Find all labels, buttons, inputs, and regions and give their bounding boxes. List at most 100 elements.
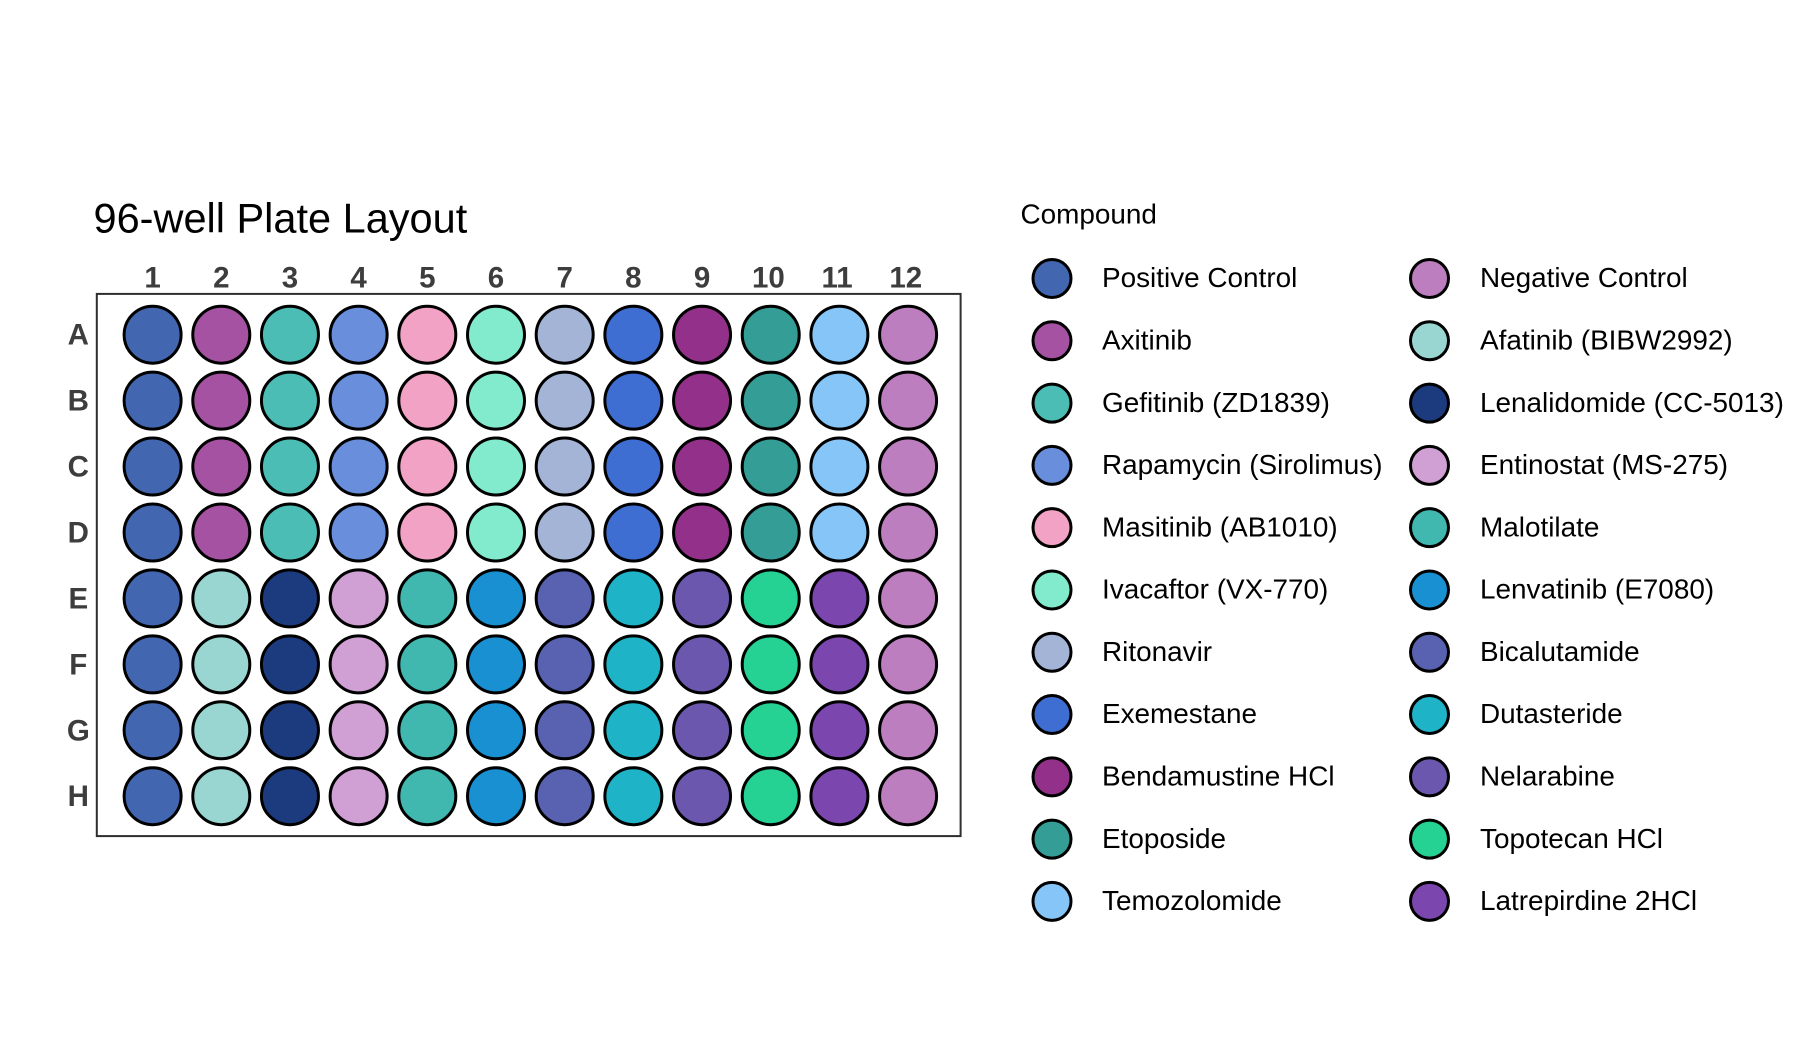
row-label-F: F [69,648,87,681]
well-D3 [259,502,320,563]
legend-swatch-bendamustine [1031,756,1073,798]
legend-label-masitinib: Masitinib (AB1010) [1102,511,1338,542]
legend-label-ritonavir: Ritonavir [1102,636,1212,667]
legend-label-axitinib: Axitinib [1102,324,1192,355]
well-H8 [603,766,664,827]
plate-frame [95,292,962,838]
well-E1 [122,568,183,629]
legend-label-gefitinib: Gefitinib (ZD1839) [1102,387,1330,418]
column-label-7: 7 [556,262,572,295]
legend-label-ivacaftor: Ivacaftor (VX-770) [1102,574,1328,605]
well-B5 [397,370,458,431]
legend-swatch-positive_control [1031,258,1073,299]
chart-title: 96-well Plate Layout [94,195,468,242]
well-H10 [740,766,801,827]
column-label-8: 8 [625,262,641,295]
legend-swatch-axitinib [1031,320,1073,362]
legend-label-bicalutamide: Bicalutamide [1480,636,1640,667]
well-C5 [397,436,458,497]
well-A9 [672,304,733,365]
well-E12 [878,568,939,629]
well-E6 [466,568,526,629]
well-F1 [122,634,183,695]
legend-label-dutasteride: Dutasteride [1480,698,1623,729]
well-H12 [878,766,939,827]
legend-label-positive_control: Positive Control [1102,262,1297,293]
column-label-6: 6 [488,262,504,295]
row-label-C: C [68,451,89,484]
well-C3 [259,436,320,497]
well-F12 [878,634,939,695]
column-label-3: 3 [282,262,298,295]
well-H11 [809,766,870,827]
legend-swatch-dutasteride [1409,694,1450,736]
well-A5 [397,304,458,365]
column-label-1: 1 [144,262,160,295]
well-D9 [672,502,733,563]
legend-swatch-afatinib [1409,320,1450,362]
well-B6 [466,370,526,431]
column-label-9: 9 [694,262,710,295]
well-F2 [191,634,252,695]
well-G6 [466,700,526,761]
legend-swatch-latrepirdine [1409,880,1450,922]
well-C11 [809,436,870,497]
legend-label-afatinib: Afatinib (BIBW2992) [1480,324,1733,355]
legend-label-latrepirdine: Latrepirdine 2HCl [1480,885,1697,916]
well-F6 [466,634,526,695]
well-D11 [809,502,870,563]
well-A7 [534,304,595,365]
well-E11 [809,568,870,629]
well-G3 [259,700,320,761]
well-A2 [191,304,252,365]
well-H7 [534,766,595,827]
well-D4 [328,502,389,563]
legend-label-nelarabine: Nelarabine [1480,761,1615,792]
well-C8 [603,436,664,497]
well-D10 [740,502,801,563]
well-G2 [191,700,252,761]
row-label-D: D [68,516,89,549]
legend-swatch-entinostat [1409,444,1450,486]
well-F8 [603,634,664,695]
well-G9 [672,700,733,761]
legend-label-temozolomide: Temozolomide [1102,885,1282,916]
well-A3 [259,304,320,365]
column-label-10: 10 [752,262,785,295]
well-F4 [328,634,389,695]
legend-label-exemestane: Exemestane [1102,698,1257,729]
column-label-4: 4 [350,262,367,295]
well-G4 [328,700,389,761]
legend-label-etoposide: Etoposide [1102,823,1226,854]
well-B3 [259,370,320,431]
well-D2 [191,502,252,563]
well-G10 [740,700,801,761]
well-G8 [603,700,664,761]
well-B1 [122,370,183,431]
well-D1 [122,502,183,563]
well-D8 [603,502,664,563]
legend-label-lenalidomide: Lenalidomide (CC-5013) [1480,387,1784,418]
well-E4 [328,568,389,629]
legend-label-bendamustine: Bendamustine HCl [1102,761,1335,792]
well-H9 [672,766,733,827]
legend-swatch-exemestane [1031,694,1073,736]
well-C10 [740,436,801,497]
legend-label-entinostat: Entinostat (MS-275) [1480,449,1728,480]
column-label-5: 5 [419,262,435,295]
legend-swatch-negative_control [1409,258,1450,299]
well-E8 [603,568,664,629]
well-E2 [191,568,252,629]
well-D5 [397,502,458,563]
legend-swatch-ivacaftor [1031,569,1073,611]
well-F7 [534,634,595,695]
legend-swatch-lenalidomide [1409,382,1450,424]
well-C6 [466,436,526,497]
legend-label-malotilate: Malotilate [1480,511,1599,542]
well-A10 [740,304,801,365]
legend-label-lenvatinib: Lenvatinib (E7080) [1480,574,1714,605]
legend-swatch-masitinib [1031,507,1073,549]
legend-swatch-etoposide [1031,818,1073,860]
well-B7 [534,370,595,431]
